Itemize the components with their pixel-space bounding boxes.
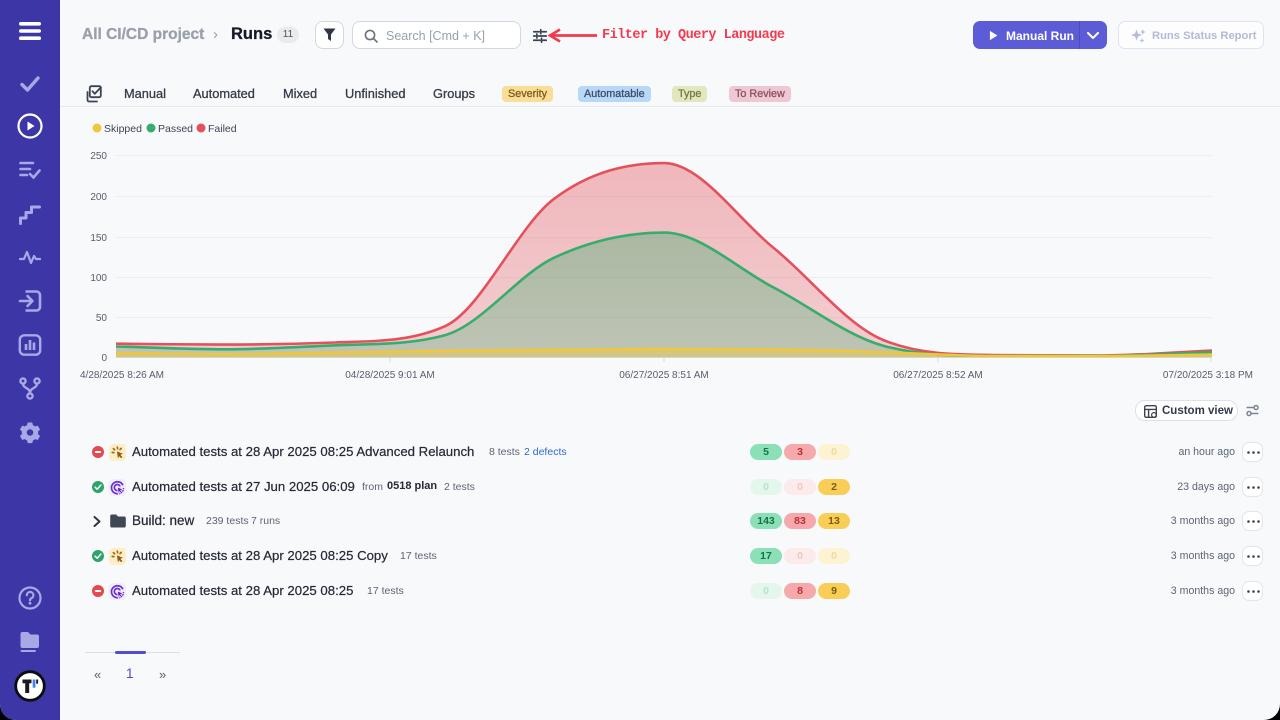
svg-text:Passed: Passed: [158, 123, 193, 135]
svg-text:200: 200: [90, 192, 107, 203]
svg-text:50: 50: [96, 313, 108, 324]
svg-text:100: 100: [90, 273, 107, 284]
svg-text:250: 250: [90, 151, 107, 162]
svg-text:150: 150: [90, 233, 107, 244]
svg-text:4/28/2025 8:26 AM: 4/28/2025 8:26 AM: [80, 370, 164, 381]
svg-text:06/27/2025 8:52 AM: 06/27/2025 8:52 AM: [893, 370, 983, 381]
svg-text:Skipped: Skipped: [104, 123, 142, 135]
svg-text:Failed: Failed: [208, 123, 237, 135]
svg-text:04/28/2025 9:01 AM: 04/28/2025 9:01 AM: [345, 370, 435, 381]
svg-text:0: 0: [101, 353, 107, 364]
svg-text:07/20/2025 3:18 PM: 07/20/2025 3:18 PM: [1163, 370, 1253, 381]
svg-text:06/27/2025 8:51 AM: 06/27/2025 8:51 AM: [619, 370, 709, 381]
